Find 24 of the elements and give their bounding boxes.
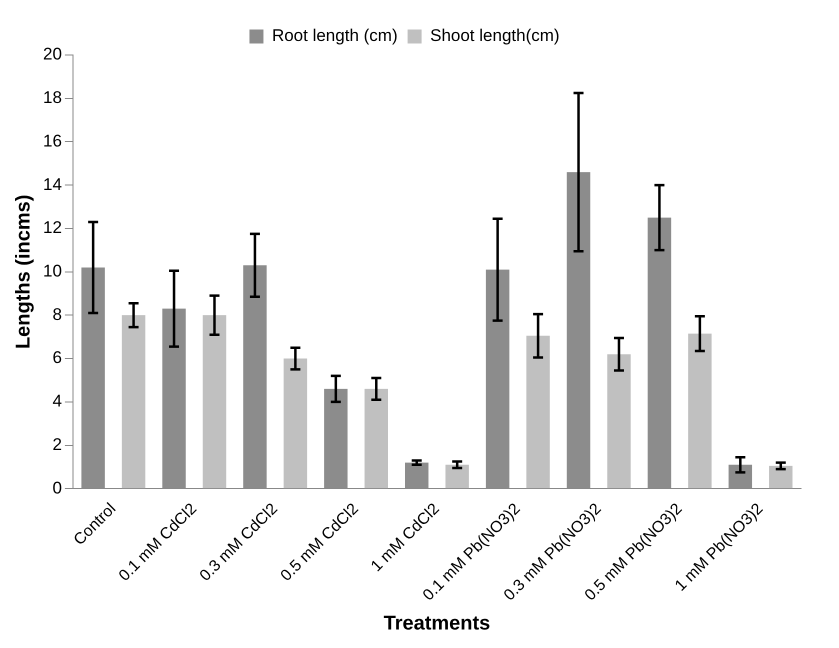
legend-label: Shoot length(cm) (430, 26, 560, 46)
bar (607, 354, 631, 488)
y-tick-label: 4 (52, 392, 62, 411)
y-tick-label: 8 (52, 304, 62, 324)
bar (364, 388, 388, 488)
legend-label: Root length (cm) (272, 26, 398, 46)
bar (769, 466, 793, 488)
bar (526, 336, 550, 488)
bar (202, 315, 226, 488)
y-tick-label: 0 (52, 478, 62, 498)
bar (688, 334, 712, 488)
y-tick-label: 18 (42, 88, 62, 108)
bar (445, 464, 469, 488)
x-axis-title: Treatments (384, 612, 490, 635)
y-tick-label: 12 (42, 218, 62, 238)
bar (284, 358, 308, 488)
y-tick-label: 20 (42, 44, 62, 64)
y-tick-label: 14 (42, 174, 62, 194)
bar (122, 315, 146, 488)
y-tick-label: 6 (52, 348, 62, 368)
y-tick-label: 2 (52, 434, 62, 454)
y-tick-label: 16 (42, 131, 62, 150)
y-axis-title: Lengths (incms) (12, 194, 35, 350)
y-tick-label: 10 (42, 262, 62, 281)
